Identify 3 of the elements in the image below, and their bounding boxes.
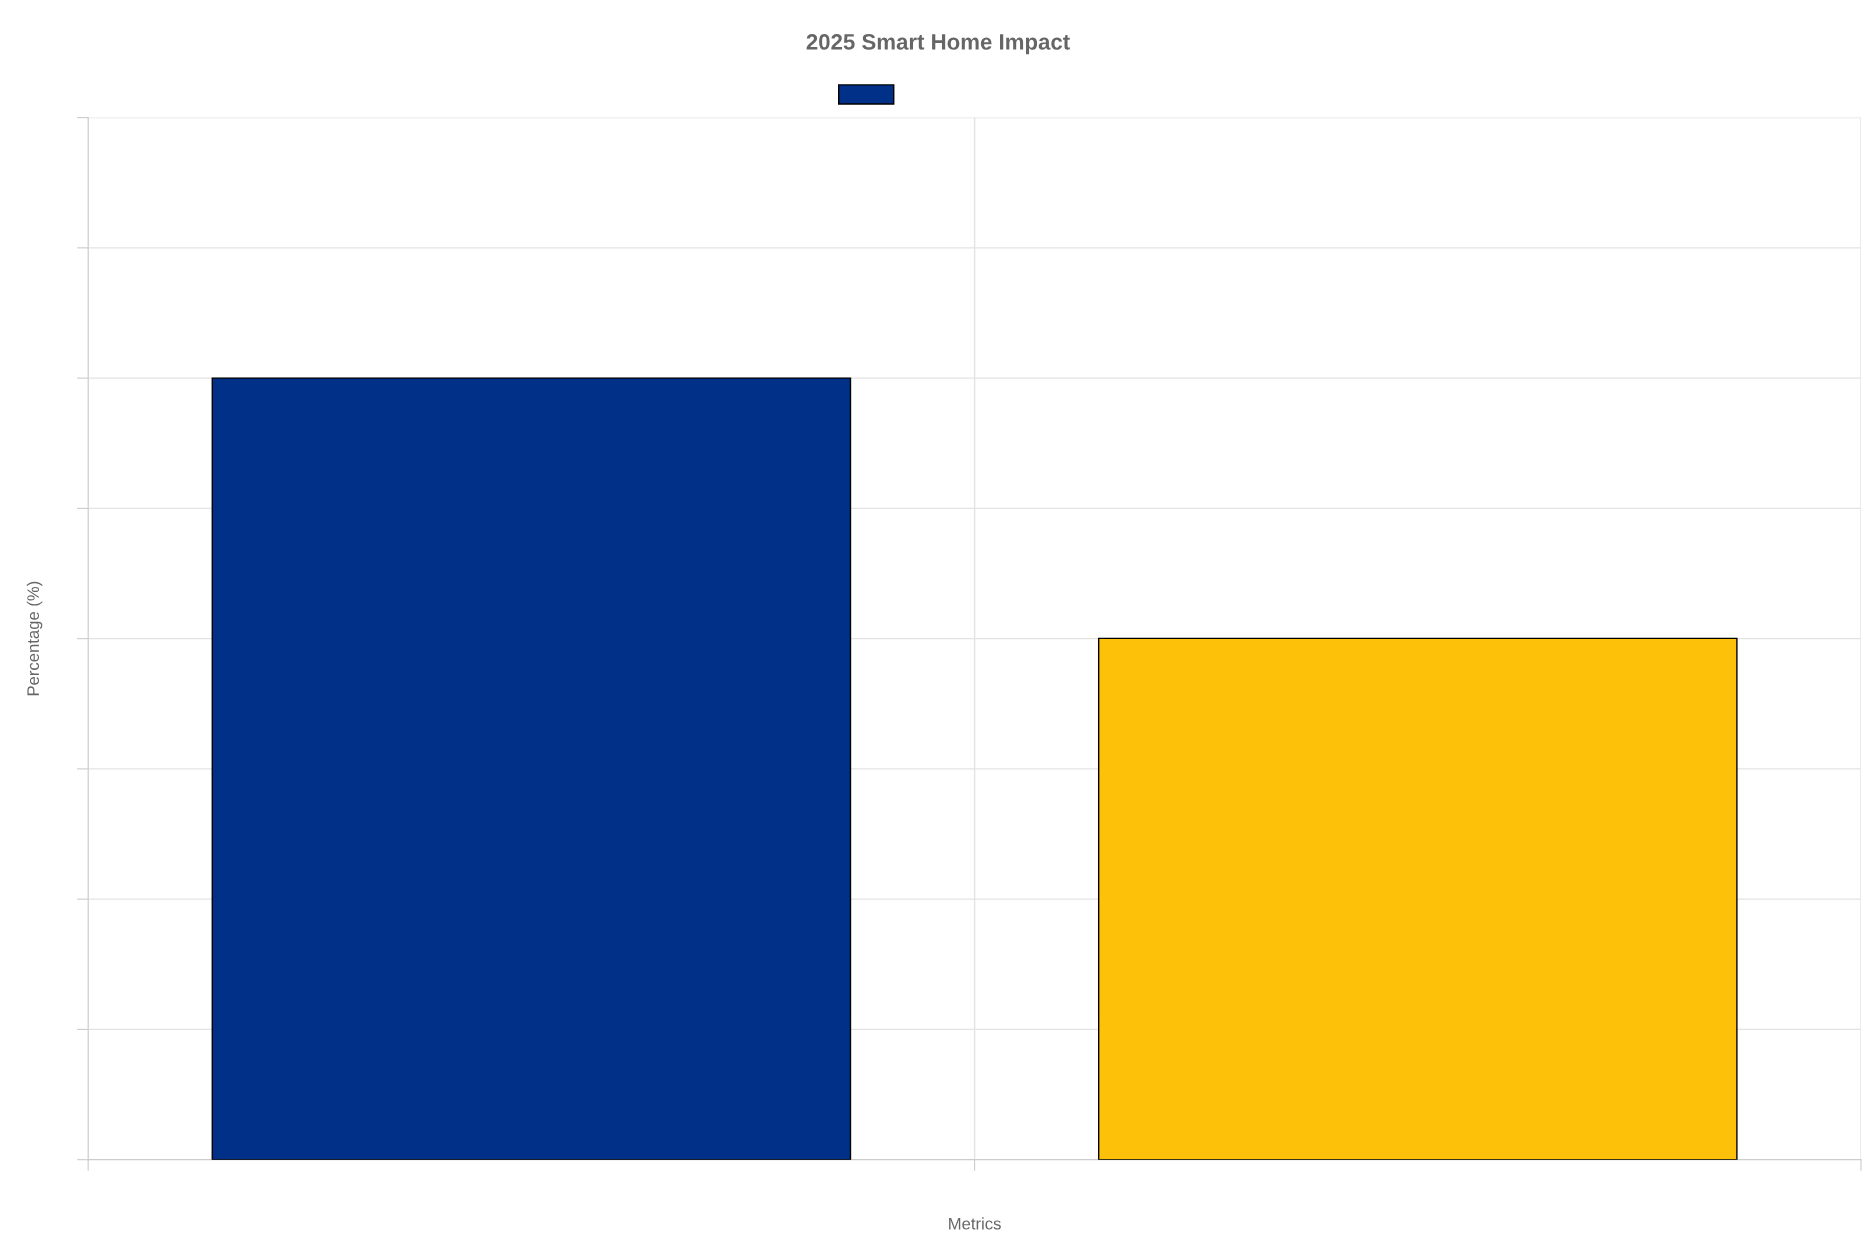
y-axis-title: Percentage (%) — [26, 581, 43, 696]
chart-title: 2025 Smart Home Impact — [806, 34, 1070, 55]
x-axis-title: Metrics — [949, 1217, 1001, 1230]
